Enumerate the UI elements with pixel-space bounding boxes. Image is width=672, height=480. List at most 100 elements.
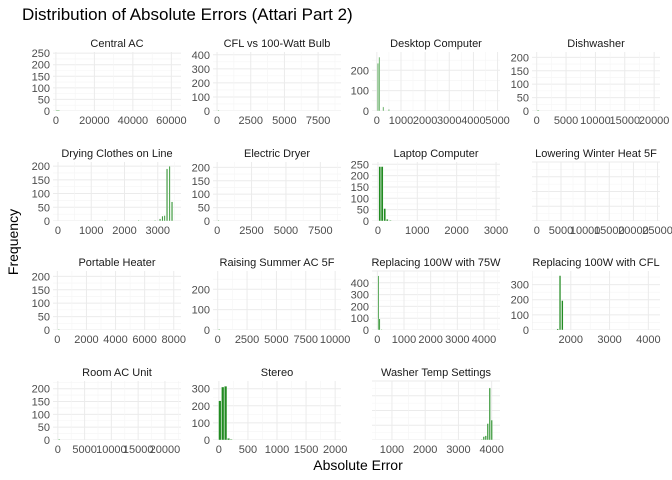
x-tick-label: 5000 <box>485 115 509 127</box>
x-tick-label: 15000 <box>123 444 154 456</box>
x-tick-label: 5000 <box>264 334 288 346</box>
y-tick-label: 100 <box>351 313 369 325</box>
histogram-bar <box>389 219 392 221</box>
x-tick-label: 20000 <box>150 444 181 456</box>
x-tick-label: 4000 <box>472 334 496 346</box>
histogram-bar <box>377 275 380 330</box>
x-tick-label: 2000 <box>74 334 98 346</box>
histogram-bar <box>166 168 168 221</box>
x-tick-label: 1000 <box>392 334 416 346</box>
x-tick-label: 3000 <box>597 334 621 346</box>
y-tick-label: 200 <box>351 301 369 313</box>
histogram-bar <box>104 219 107 221</box>
y-tick-label: 0 <box>363 216 369 228</box>
histogram-bar <box>378 318 381 330</box>
y-tick-label: 300 <box>192 384 210 396</box>
y-tick-label: 50 <box>357 205 369 217</box>
y-tick-label: 100 <box>32 189 50 201</box>
x-tick-label: 2500 <box>235 334 259 346</box>
x-tick-label: 3000 <box>145 225 169 237</box>
x-tick-label: 10000 <box>96 444 127 456</box>
panel-title: Lowering Winter Heat 5F <box>535 148 657 160</box>
panel-grid <box>53 271 181 330</box>
histogram-bar <box>217 219 220 221</box>
histogram-bar <box>378 166 382 221</box>
histogram-bars <box>217 219 220 221</box>
y-tick-label: 0 <box>204 106 210 118</box>
x-tick-label: 10000 <box>570 225 601 237</box>
y-tick-label: 200 <box>32 271 50 283</box>
y-tick-label: 150 <box>32 175 50 187</box>
panel-grid <box>213 271 341 330</box>
panel-grid <box>372 52 500 111</box>
y-tick-label: 250 <box>32 48 50 60</box>
y-tick-label: 200 <box>192 78 210 90</box>
x-tick-label: 4000 <box>103 334 127 346</box>
histogram-bar <box>168 165 171 221</box>
y-tick-label: 50 <box>517 93 529 105</box>
y-tick-label: 200 <box>32 384 50 396</box>
histogram-bar <box>137 219 140 221</box>
y-tick-label: 50 <box>38 94 50 106</box>
x-tick-label: 7500 <box>308 225 332 237</box>
histogram-bar <box>536 109 540 111</box>
histogram-bar <box>159 218 161 221</box>
histogram-bar <box>480 439 483 440</box>
histogram-bars <box>377 56 390 111</box>
x-tick-label: 4000 <box>479 444 503 456</box>
x-tick-label: 1000 <box>380 444 404 456</box>
panel-grid <box>372 380 500 440</box>
x-tick-label: 0 <box>55 444 61 456</box>
panel-title: Central AC <box>90 38 143 50</box>
x-tick-label: 5000 <box>274 225 298 237</box>
panel-grid <box>213 162 341 221</box>
x-tick-label: 10000 <box>320 334 351 346</box>
histogram-bar <box>380 329 383 330</box>
histogram-bar <box>556 328 559 330</box>
y-tick-label: 250 <box>351 159 369 171</box>
y-tick-label: 0 <box>44 325 50 337</box>
histogram-bar <box>217 109 220 111</box>
histogram-bar <box>558 275 562 330</box>
y-tick-label: 150 <box>511 66 529 78</box>
x-tick-label: 2000 <box>413 115 437 127</box>
x-tick-label: 20000 <box>79 115 110 127</box>
x-tick-label: 0 <box>374 334 380 346</box>
x-tick-label: 1000 <box>79 225 103 237</box>
x-tick-label: 0 <box>216 444 222 456</box>
y-tick-label: 100 <box>511 310 529 322</box>
y-tick-label: 100 <box>511 79 529 91</box>
y-tick-label: 0 <box>204 216 210 228</box>
histogram-bar <box>161 215 164 221</box>
y-tick-label: 0 <box>44 435 50 447</box>
x-tick-label: 10000 <box>580 115 611 127</box>
panel-lowering-winter-heat-5f: Lowering Winter Heat 5F 0 5000100001500020… <box>532 148 672 237</box>
x-tick-label: 7500 <box>306 115 330 127</box>
y-tick-label: 400 <box>192 50 210 62</box>
x-tick-label: 3000 <box>437 115 461 127</box>
histogram-bars <box>55 109 60 111</box>
y-tick-label: 200 <box>351 171 369 183</box>
y-tick-label: 0 <box>204 325 210 337</box>
panel-grid <box>532 161 660 221</box>
x-tick-label: 0 <box>375 225 381 237</box>
x-tick-label: 3000 <box>445 334 469 346</box>
histogram-bar <box>57 329 60 330</box>
histogram-bars <box>377 275 383 330</box>
histogram-bar <box>385 218 389 221</box>
histogram-bar <box>227 438 231 440</box>
panel-title: Washer Temp Settings <box>381 367 492 379</box>
x-tick-label: 0 <box>55 225 61 237</box>
x-tick-label: 2500 <box>238 115 262 127</box>
y-tick-label: 50 <box>38 312 50 324</box>
histogram-bar <box>221 386 225 440</box>
x-tick-label: 5000 <box>554 115 578 127</box>
y-tick-label: 0 <box>204 435 210 447</box>
x-tick-label: 5000 <box>272 115 296 127</box>
x-tick-label: 1000 <box>265 444 289 456</box>
